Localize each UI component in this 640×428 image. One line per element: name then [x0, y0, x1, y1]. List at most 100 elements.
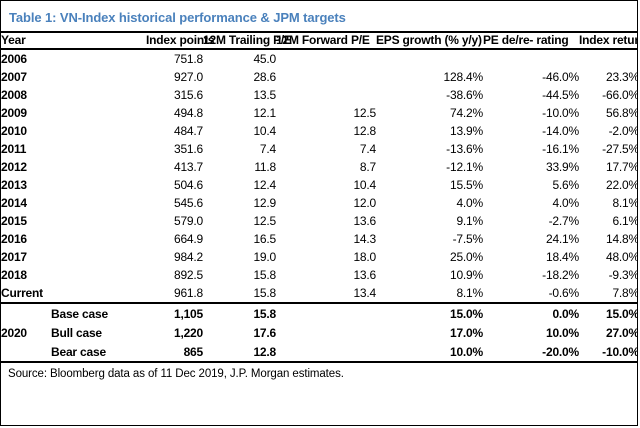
table-row: 2013 504.6 12.4 10.4 15.5% 5.6% 22.0%	[1, 176, 638, 194]
pe-rating-cell	[483, 49, 579, 68]
header-eps-growth: EPS growth (% y/y)	[376, 33, 482, 47]
forward-pe-cell: 7.4	[359, 142, 376, 156]
index-points-cell: 545.6	[173, 196, 203, 210]
trailing-pe-cell: 16.5	[253, 232, 276, 246]
trailing-pe-cell: 12.8	[253, 344, 276, 359]
trailing-pe-cell: 45.0	[253, 52, 276, 66]
case-cell: Bear case	[51, 344, 106, 359]
index-return-cell: 22.0%	[605, 178, 638, 192]
year-cell: 2015	[1, 214, 27, 228]
forward-pe-cell	[276, 303, 376, 323]
forward-pe-cell	[276, 68, 376, 86]
historical-rows: 2006 751.8 45.0 2007 927.0 28.6 128.4% -…	[1, 49, 638, 303]
case-cell	[51, 86, 146, 104]
index-return-cell: -66.0%	[602, 88, 638, 102]
forward-pe-cell: 13.6	[353, 214, 376, 228]
index-return-cell: 15.0%	[605, 306, 638, 321]
index-return-cell: 27.0%	[605, 325, 638, 340]
case-cell	[51, 140, 146, 158]
year-cell: 2013	[1, 178, 27, 192]
case-cell	[51, 194, 146, 212]
table-row: 2012 413.7 11.8 8.7 -12.1% 33.9% 17.7%	[1, 158, 638, 176]
case-cell	[51, 266, 146, 284]
title-divider	[1, 31, 637, 33]
forward-pe-cell: 12.5	[353, 106, 376, 120]
trailing-pe-cell: 17.6	[253, 325, 276, 340]
forward-pe-cell	[276, 49, 376, 68]
index-points-cell: 927.0	[173, 70, 203, 84]
trailing-pe-cell: 12.1	[253, 106, 276, 120]
index-return-cell: 17.7%	[605, 160, 638, 174]
eps-growth-cell: 8.1%	[456, 286, 483, 300]
forward-pe-cell: 14.3	[353, 232, 376, 246]
scenario-rows-2020: Base case 1,105 15.8 15.0% 0.0% 15.0% 20…	[1, 303, 638, 362]
forward-pe-cell: 13.6	[353, 268, 376, 282]
table-title: Table 1: VN-Index historical performance…	[9, 10, 346, 25]
trailing-pe-cell: 15.8	[253, 286, 276, 300]
table-row: 2016 664.9 16.5 14.3 -7.5% 24.1% 14.8%	[1, 230, 638, 248]
eps-growth-cell: -7.5%	[452, 232, 484, 246]
header-pe-rating: PE de/re- rating	[483, 33, 569, 47]
year-cell	[1, 342, 51, 362]
index-points-cell: 351.6	[173, 142, 203, 156]
table-row: 2020 Bull case 1,220 17.6 17.0% 10.0% 27…	[1, 323, 638, 342]
case-cell	[51, 49, 146, 68]
pe-rating-cell: 10.0%	[545, 325, 579, 340]
case-cell	[51, 122, 146, 140]
eps-growth-cell: 25.0%	[449, 250, 483, 264]
index-return-cell: -2.0%	[608, 124, 638, 138]
year-cell	[1, 303, 51, 323]
case-cell	[51, 284, 146, 303]
table-header: Year Index points 12M Trailing P/E 12M F…	[1, 33, 637, 49]
index-return-cell: 23.3%	[605, 70, 638, 84]
index-points-cell: 664.9	[173, 232, 203, 246]
table-row: 2010 484.7 10.4 12.8 13.9% -14.0% -2.0%	[1, 122, 638, 140]
year-cell: 2018	[1, 268, 27, 282]
eps-growth-cell: 10.0%	[449, 344, 483, 359]
index-return-cell: 14.8%	[605, 232, 638, 246]
trailing-pe-cell: 7.4	[259, 142, 276, 156]
table-row: 2007 927.0 28.6 128.4% -46.0% 23.3%	[1, 68, 638, 86]
pe-rating-cell: 4.0%	[552, 196, 579, 210]
eps-growth-cell: -13.6%	[446, 142, 483, 156]
index-points-cell: 484.7	[173, 124, 203, 138]
case-cell	[51, 176, 146, 194]
eps-growth-cell: -12.1%	[446, 160, 483, 174]
pe-rating-cell: -14.0%	[542, 124, 579, 138]
index-points-cell: 579.0	[173, 214, 203, 228]
eps-growth-cell	[376, 49, 483, 68]
source-note: Source: Bloomberg data as of 11 Dec 2019…	[8, 368, 344, 380]
index-return-cell: 48.0%	[605, 250, 638, 264]
pe-rating-cell: -0.6%	[548, 286, 580, 300]
header-index-points: Index points	[146, 33, 215, 47]
index-points-cell: 1,220	[173, 325, 203, 340]
forward-pe-cell	[276, 323, 376, 342]
forward-pe-cell: 8.7	[359, 160, 376, 174]
eps-growth-cell: 128.4%	[443, 70, 484, 84]
eps-growth-cell: 15.5%	[449, 178, 483, 192]
trailing-pe-cell: 15.8	[253, 306, 276, 321]
index-points-cell: 315.6	[173, 88, 203, 102]
index-return-cell: 7.8%	[612, 286, 638, 300]
forward-pe-cell: 12.8	[353, 124, 376, 138]
trailing-pe-cell: 12.5	[253, 214, 276, 228]
case-cell	[51, 68, 146, 86]
forward-pe-cell	[276, 86, 376, 104]
case-cell	[51, 230, 146, 248]
table-row: 2011 351.6 7.4 7.4 -13.6% -16.1% -27.5%	[1, 140, 637, 158]
case-cell	[51, 104, 146, 122]
pe-rating-cell: -16.1%	[542, 142, 579, 156]
year-cell: 2014	[1, 196, 27, 210]
pe-rating-cell: 33.9%	[545, 160, 579, 174]
trailing-pe-cell: 10.4	[253, 124, 276, 138]
trailing-pe-cell: 12.4	[253, 178, 276, 192]
trailing-pe-cell: 11.8	[254, 160, 276, 174]
pe-rating-cell: -46.0%	[542, 70, 579, 84]
forward-pe-cell: 13.4	[353, 286, 376, 300]
header-year: Year	[1, 33, 26, 47]
pe-rating-cell: -44.5%	[542, 88, 579, 102]
index-points-cell: 865	[183, 344, 204, 359]
forward-pe-cell: 18.0	[353, 250, 376, 264]
table-row: 2015 579.0 12.5 13.6 9.1% -2.7% 6.1%	[1, 212, 637, 230]
eps-growth-cell: 15.0%	[449, 306, 483, 321]
